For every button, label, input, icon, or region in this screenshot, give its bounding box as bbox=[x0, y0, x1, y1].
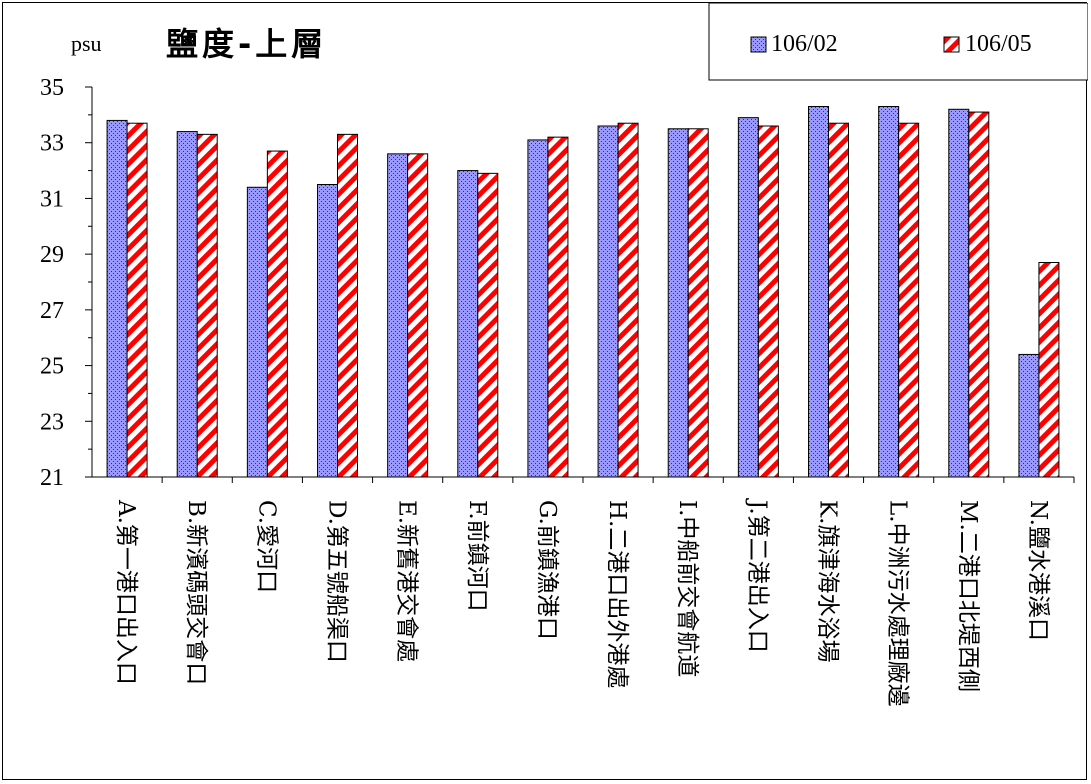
bar-series-2 bbox=[898, 122, 920, 478]
category-label: I.中船前交會航道 bbox=[674, 500, 700, 677]
y-tick-label: 25 bbox=[40, 354, 64, 380]
bar-series-2 bbox=[968, 111, 990, 478]
y-tick-label: 21 bbox=[40, 465, 64, 491]
bar-series-1 bbox=[246, 186, 268, 478]
legend-swatch-series-1 bbox=[750, 36, 767, 53]
bar-series-2 bbox=[266, 150, 288, 478]
bar-series-1 bbox=[948, 108, 970, 478]
bar-series-1 bbox=[106, 119, 128, 478]
y-tick-label: 31 bbox=[40, 186, 64, 212]
bar-series-2 bbox=[337, 133, 358, 478]
bar-series-1 bbox=[176, 131, 198, 478]
y-axis-ticks: 35 33 31 29 27 25 23 21 bbox=[40, 75, 92, 491]
chart-title: 鹽度-上層 bbox=[166, 25, 327, 63]
bar-series-2 bbox=[687, 128, 709, 478]
y-tick-label: 23 bbox=[40, 409, 64, 435]
category-label: C.愛河口 bbox=[253, 500, 279, 593]
y-tick-label: 35 bbox=[40, 75, 64, 101]
y-unit-label: psu bbox=[71, 31, 102, 56]
legend-label-series-1: 106/02 bbox=[771, 31, 838, 57]
bar-series-2 bbox=[407, 153, 429, 478]
bar-series-2 bbox=[828, 122, 849, 478]
bar-series-1 bbox=[457, 170, 479, 478]
category-label: H.二港口出外港處 bbox=[604, 500, 630, 688]
bar-series-1 bbox=[317, 184, 338, 478]
bar-series-2 bbox=[477, 172, 499, 478]
bar-series-1 bbox=[737, 117, 759, 478]
category-label: A.第一港口出入口 bbox=[113, 499, 139, 685]
bar-series-1 bbox=[667, 128, 689, 478]
bar-series-2 bbox=[196, 133, 218, 478]
bar-groups bbox=[106, 106, 1075, 483]
bar-series-2 bbox=[617, 122, 639, 478]
category-label: B.新濱碼頭交會口 bbox=[183, 500, 209, 685]
bar-series-2 bbox=[547, 136, 569, 478]
bar-series-1 bbox=[808, 106, 829, 478]
bar-series-2 bbox=[1038, 262, 1060, 478]
legend-label-series-2: 106/05 bbox=[965, 31, 1032, 57]
bar-series-2 bbox=[757, 125, 779, 478]
bar-series-1 bbox=[527, 139, 549, 478]
category-labels: A.第一港口出入口 B.新濱碼頭交會口 C.愛河口 D.第五號船渠口 E.新舊港交會處 F… bbox=[113, 498, 1051, 707]
legend-box bbox=[708, 3, 1088, 81]
category-label: L.中洲污水處理廠邊 bbox=[885, 500, 911, 707]
y-tick-label: 27 bbox=[40, 298, 64, 324]
bar-series-1 bbox=[1018, 353, 1040, 478]
category-label: J.第二港出入口 bbox=[744, 498, 770, 653]
salinity-chart: 106/02 106/05 psu 鹽度-上層 35 33 31 29 27 25 23 21… bbox=[40, 3, 1088, 707]
category-label: N.鹽水港溪口 bbox=[1025, 500, 1051, 641]
y-tick-label: 29 bbox=[40, 242, 64, 268]
y-tick-label: 33 bbox=[40, 131, 64, 157]
category-label: F.前鎮河口 bbox=[464, 500, 490, 612]
bar-series-2 bbox=[126, 122, 148, 478]
bar-series-1 bbox=[387, 153, 409, 478]
category-label: E.新舊港交會處 bbox=[394, 500, 420, 662]
legend-swatch-series-2 bbox=[943, 36, 960, 53]
category-label: D.第五號船渠口 bbox=[324, 500, 350, 663]
bar-series-1 bbox=[878, 106, 900, 478]
category-label: M.二港口北堤西側 bbox=[955, 500, 981, 692]
category-label: G.前鎮漁港口 bbox=[534, 500, 560, 640]
category-label: K.旗津海水浴場 bbox=[815, 500, 841, 663]
bar-series-1 bbox=[597, 125, 619, 478]
